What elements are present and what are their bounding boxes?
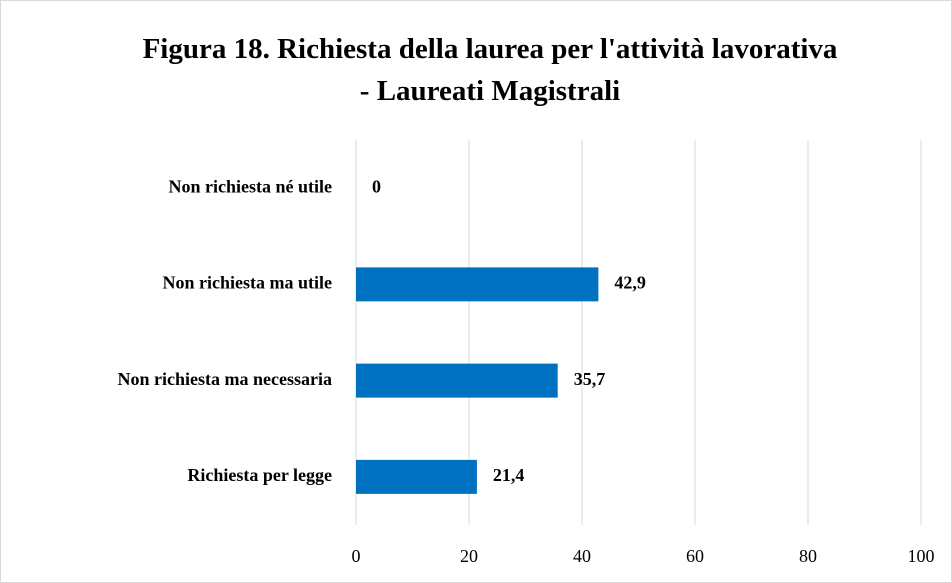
data-label: 42,9 xyxy=(614,273,646,293)
x-tick-label: 40 xyxy=(573,546,591,566)
y-tick-label: Non richiesta ma utile xyxy=(163,273,332,293)
data-label: 0 xyxy=(372,176,381,196)
data-label: 21,4 xyxy=(493,465,525,485)
x-tick-label: 60 xyxy=(686,546,704,566)
y-tick-label: Richiesta per legge xyxy=(187,465,332,485)
data-label: 35,7 xyxy=(574,369,606,389)
x-tick-label: 20 xyxy=(460,546,478,566)
y-tick-label: Non richiesta né utile xyxy=(169,176,333,196)
bar xyxy=(356,363,558,398)
y-tick-label: Non richiesta ma necessaria xyxy=(118,369,332,389)
bar xyxy=(356,459,477,494)
x-tick-label: 80 xyxy=(799,546,817,566)
x-tick-label: 100 xyxy=(908,546,935,566)
chart-title: Figura 18. Richiesta della laurea per l'… xyxy=(142,33,838,107)
x-tick-label: 0 xyxy=(352,546,361,566)
bar xyxy=(356,267,599,302)
